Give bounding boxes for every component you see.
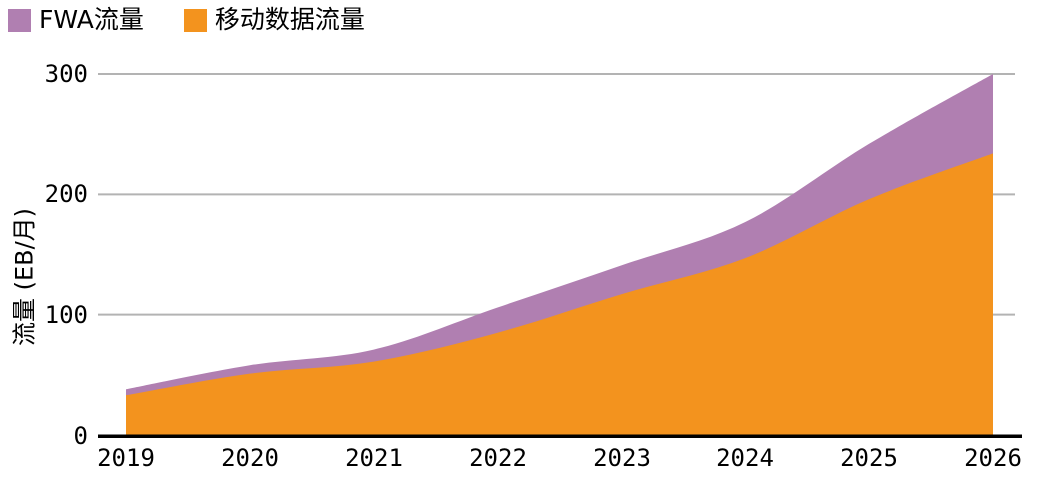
x-tick-label-2023: 2023: [593, 444, 651, 472]
x-tick-label-2024: 2024: [716, 444, 774, 472]
y-tick-label-300: 300: [44, 60, 88, 88]
x-tick-label-2021: 2021: [345, 444, 403, 472]
x-tick-label-2025: 2025: [840, 444, 898, 472]
y-tick-label-0: 0: [73, 422, 88, 450]
legend-label-mobile-data: 移动数据流量: [214, 5, 365, 34]
area-mobile-data: [126, 153, 993, 436]
y-tick-label-200: 200: [44, 180, 88, 208]
legend-item-fwa: FWA流量: [8, 7, 144, 33]
legend: FWA流量 移动数据流量: [8, 7, 365, 33]
x-axis-line: [98, 434, 1022, 438]
x-tick-label-2019: 2019: [97, 444, 155, 472]
legend-swatch-fwa-icon: [8, 8, 31, 32]
legend-swatch-mobile-data-icon: [183, 8, 207, 32]
legend-label-fwa: FWA流量: [39, 5, 144, 34]
x-tick-label-2026: 2026: [964, 444, 1022, 472]
x-tick-label-2020: 2020: [221, 444, 279, 472]
legend-item-mobile-data: 移动数据流量: [183, 5, 365, 34]
x-tick-label-2022: 2022: [469, 444, 527, 472]
y-tick-label-100: 100: [44, 301, 88, 329]
